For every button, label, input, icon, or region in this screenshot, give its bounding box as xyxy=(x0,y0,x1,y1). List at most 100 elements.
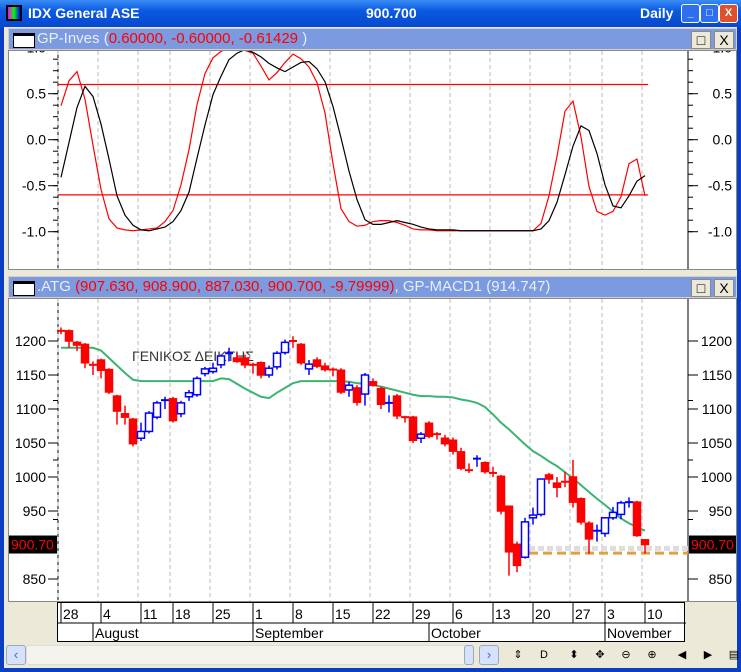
candlestick xyxy=(552,477,562,498)
candle-body xyxy=(344,384,354,391)
candle-body xyxy=(320,365,330,371)
candle-body xyxy=(632,501,642,537)
candlestick xyxy=(424,421,434,439)
candle-body xyxy=(264,367,274,376)
candlestick xyxy=(584,521,594,554)
candle-body xyxy=(440,437,450,445)
candle-body xyxy=(584,522,594,540)
candlestick xyxy=(208,362,218,374)
candle-body xyxy=(280,341,290,354)
close-panel-button[interactable]: X xyxy=(714,31,734,49)
month-label: October xyxy=(431,625,481,641)
week-label: 1 xyxy=(255,606,263,622)
restore-panel-button[interactable]: □ xyxy=(691,279,711,297)
restore-panel-button[interactable]: □ xyxy=(691,31,711,49)
candlestick xyxy=(512,541,522,573)
week-label: 22 xyxy=(375,606,391,622)
candle-body xyxy=(208,367,218,373)
candlestick xyxy=(80,343,90,369)
candle-body xyxy=(296,343,306,364)
week-label: 13 xyxy=(495,606,511,622)
candlestick xyxy=(176,400,186,418)
maximize-button[interactable]: □ xyxy=(700,4,719,23)
candle-body xyxy=(408,416,418,442)
oscillator-panel-header: GP-Inves (0.60000, -0.60000, -0.61429 ) … xyxy=(8,28,737,50)
close-button[interactable]: X xyxy=(719,4,738,23)
candlestick xyxy=(616,500,626,520)
vertical-resize-icon[interactable]: ⬍ xyxy=(569,649,579,661)
candlestick xyxy=(416,432,426,443)
zoom-out-icon[interactable]: ⊖ xyxy=(621,649,631,661)
d-icon[interactable]: D xyxy=(540,649,548,661)
week-label: 25 xyxy=(215,606,231,622)
candle-body xyxy=(416,433,426,439)
list-icon[interactable]: ▤ xyxy=(728,649,740,661)
candlestick xyxy=(504,505,514,576)
candlestick xyxy=(352,385,362,406)
candle-body xyxy=(368,381,378,386)
week-label: 20 xyxy=(535,606,551,622)
candlestick xyxy=(232,353,242,363)
chart-window: GP-Inves (0.60000, -0.60000, -0.61429 ) … xyxy=(4,27,739,668)
candlestick xyxy=(112,394,122,425)
candlestick xyxy=(192,376,202,397)
candlestick xyxy=(465,463,473,473)
candle-body xyxy=(96,359,106,371)
candle-body xyxy=(512,543,522,567)
candle-body xyxy=(568,476,578,503)
candle-body xyxy=(144,412,154,433)
candle-body xyxy=(128,418,138,445)
candle-body xyxy=(496,475,506,512)
candle-body xyxy=(424,422,434,437)
candle-body xyxy=(312,359,322,367)
candle-body xyxy=(72,341,82,346)
candlestick xyxy=(392,394,402,420)
scroll-right-button[interactable]: › xyxy=(479,645,499,665)
candle-body xyxy=(608,511,618,519)
candlestick xyxy=(368,378,378,387)
candlestick xyxy=(632,500,642,537)
close-panel-button[interactable]: X xyxy=(714,279,734,297)
horizontal-scrollbar-track[interactable] xyxy=(26,645,466,665)
candlestick xyxy=(216,354,226,369)
candlestick xyxy=(64,329,74,348)
candlestick xyxy=(489,466,497,477)
candle-body xyxy=(104,368,114,393)
separator: , xyxy=(394,278,403,295)
period-label[interactable]: Daily xyxy=(640,5,674,21)
week-label: 3 xyxy=(607,606,615,622)
candle-body xyxy=(480,461,490,473)
scroll-left-button[interactable]: ‹ xyxy=(6,645,26,665)
candle-body xyxy=(616,502,626,516)
price-panel[interactable]: ΓΕΝΙΚΟΣ ΔΕΙΚΤΗΣ 1200 1200 1150 1150 1100 1100… xyxy=(8,298,737,602)
prev-icon[interactable]: ◀ xyxy=(677,649,687,661)
candle-body xyxy=(112,395,122,412)
candlestick xyxy=(528,507,538,525)
candle-body xyxy=(176,402,186,415)
candlestick xyxy=(320,362,330,372)
minimize-button[interactable]: _ xyxy=(681,4,700,23)
candlestick xyxy=(168,396,178,423)
zoom-in-icon[interactable]: ⊕ xyxy=(647,649,657,661)
candle-body xyxy=(120,413,130,418)
swap-icon[interactable]: ⇕ xyxy=(513,649,523,661)
move-icon[interactable]: ✥ xyxy=(595,649,605,661)
oscillator-panel[interactable]: 1.0 1.0 0.5 0.5 0.0 0.0 -0.5 -0.5 -1.0 -1.0 xyxy=(8,40,737,270)
week-label: 28 xyxy=(63,606,79,622)
candlestick xyxy=(144,411,154,434)
y-tick-label-right: 850 xyxy=(709,571,733,587)
candlestick xyxy=(256,361,266,379)
candlestick xyxy=(433,432,441,440)
y-tick-label-right: -1.0 xyxy=(708,224,732,240)
week-label: 8 xyxy=(295,606,303,622)
next-icon[interactable]: ▶ xyxy=(703,649,713,661)
y-tick-label-left: 1200 xyxy=(15,333,46,349)
scrollbar-thumb[interactable] xyxy=(464,645,474,665)
candlestick xyxy=(225,347,233,362)
y-tick-label-left: 1050 xyxy=(15,435,46,451)
y-tick-label-right: 950 xyxy=(709,503,733,519)
month-label: August xyxy=(95,625,139,641)
y-tick-label-right: 0.0 xyxy=(713,132,733,148)
candlestick xyxy=(296,343,306,365)
